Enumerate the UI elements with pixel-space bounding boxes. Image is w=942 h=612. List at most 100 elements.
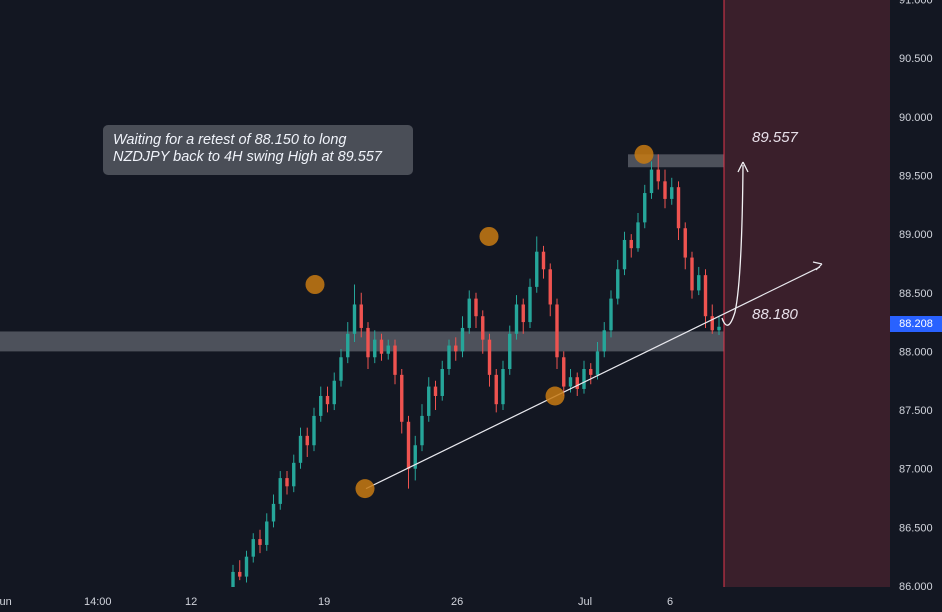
candle-body <box>535 251 539 287</box>
candle-body <box>427 386 431 416</box>
candle-body <box>703 275 708 317</box>
candle-body <box>582 368 586 389</box>
candle <box>285 471 289 495</box>
candle <box>555 298 559 369</box>
time-axis[interactable] <box>0 587 890 612</box>
trendline <box>365 266 821 490</box>
x-tick-label: 19 <box>318 596 330 608</box>
candle <box>481 310 485 354</box>
entry-price-label: 88.180 <box>752 306 798 323</box>
candle <box>562 351 566 396</box>
candle-body <box>454 345 458 352</box>
candle <box>352 284 357 343</box>
candle <box>373 330 377 364</box>
candle <box>359 292 363 338</box>
candle-body <box>622 239 627 270</box>
candle-body <box>555 304 559 358</box>
candle <box>319 386 323 422</box>
candle-body <box>676 187 681 229</box>
candle-body <box>265 521 269 545</box>
projection-box <box>724 0 890 587</box>
candle-body <box>568 377 573 387</box>
candle <box>528 278 532 328</box>
candle-body <box>548 269 552 305</box>
candle-body <box>649 169 654 194</box>
candle <box>535 236 539 293</box>
candle-body <box>663 181 667 199</box>
candle-body <box>643 193 647 223</box>
candle <box>501 360 505 411</box>
candle-body <box>366 327 370 358</box>
candle-body <box>562 357 566 387</box>
y-tick-label: 86.500 <box>899 522 933 534</box>
candle <box>697 266 701 296</box>
candle <box>278 471 282 510</box>
y-tick-label: 87.000 <box>899 464 933 476</box>
candle <box>663 169 667 209</box>
swing-marker-high-3 <box>634 144 654 164</box>
candle-body <box>616 269 620 299</box>
candle <box>433 380 438 411</box>
candle-body <box>251 539 255 557</box>
candle <box>298 427 303 469</box>
candle-body <box>481 316 485 340</box>
candle <box>508 325 512 375</box>
candle <box>393 339 397 385</box>
candle-body <box>690 257 694 291</box>
candle <box>656 154 660 190</box>
swing-marker-low-2 <box>545 386 565 406</box>
candle-body <box>271 503 276 522</box>
candle <box>609 290 613 338</box>
analysis-note: Waiting for a retest of 88.150 to long N… <box>103 125 413 175</box>
candle-body <box>575 377 579 389</box>
swing-marker-low-1 <box>355 479 375 499</box>
candle-body <box>474 298 478 317</box>
y-tick-label: 90.000 <box>899 112 933 124</box>
candle <box>325 386 330 413</box>
candle <box>670 177 674 205</box>
candle-body <box>393 345 397 375</box>
swing-marker-high-1 <box>305 275 325 295</box>
candle-body <box>346 333 350 358</box>
candle-body <box>595 351 600 375</box>
trendline-arrowhead <box>812 261 823 271</box>
candle-body <box>298 435 303 463</box>
candle-body <box>467 298 471 328</box>
candle <box>454 337 458 361</box>
candle-body <box>339 357 343 381</box>
candle <box>541 245 546 279</box>
candle <box>386 339 390 360</box>
y-tick-label: 90.500 <box>899 53 933 65</box>
candle <box>467 290 471 334</box>
candle <box>575 372 579 396</box>
candle <box>643 184 647 229</box>
candle-body <box>528 286 532 323</box>
candle-body <box>305 435 309 446</box>
y-tick-label: 91.000 <box>899 0 933 7</box>
x-tick-label: 26 <box>451 596 463 608</box>
candle <box>305 427 309 457</box>
candle <box>440 360 444 401</box>
candle-body <box>332 380 336 405</box>
candle <box>251 533 255 563</box>
candle-body <box>278 478 282 504</box>
candle-body <box>609 298 613 331</box>
candle-body <box>494 374 498 405</box>
candle <box>616 259 620 305</box>
candle <box>271 494 276 528</box>
candle-body <box>683 228 687 258</box>
price-axis[interactable] <box>890 0 942 612</box>
candle-body <box>670 187 674 199</box>
candle <box>514 295 519 340</box>
y-tick-label: 89.000 <box>899 229 933 241</box>
candle-body <box>352 304 357 334</box>
candle-body <box>460 327 465 352</box>
candle-body <box>440 368 444 396</box>
candle-body <box>319 395 323 416</box>
candle <box>332 372 336 411</box>
candle-body <box>386 345 390 354</box>
candle <box>339 349 343 387</box>
candle-body <box>312 415 316 446</box>
candle <box>649 161 654 199</box>
